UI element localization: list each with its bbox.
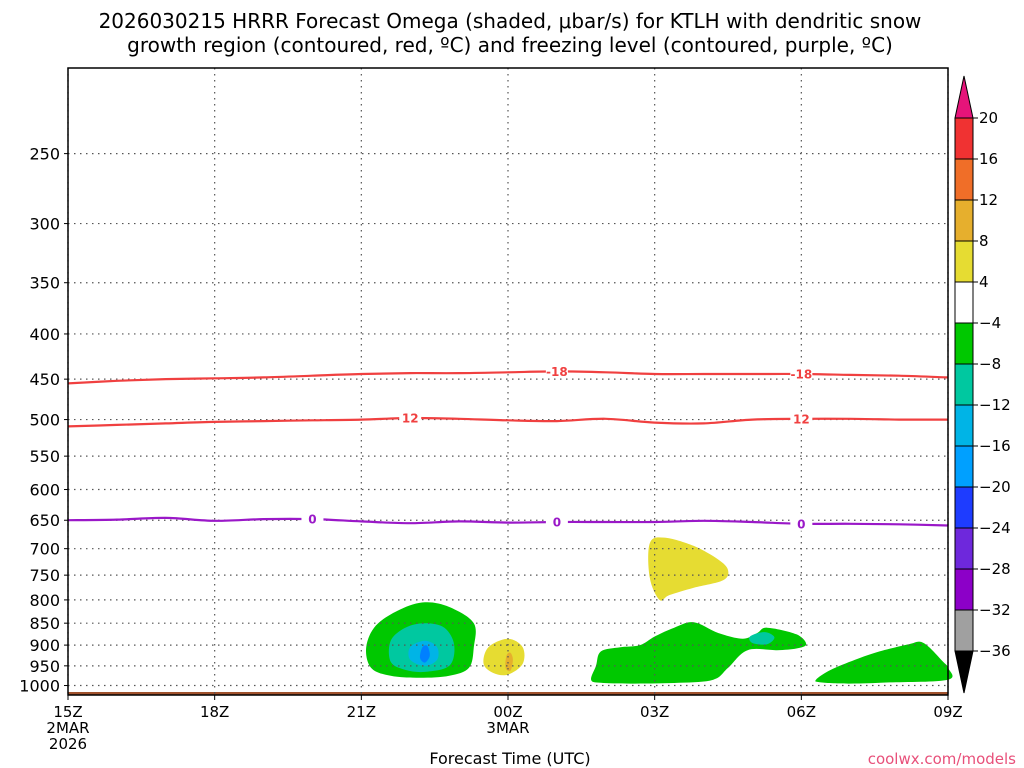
colorbar-tick-label: −8 [979,355,1001,373]
y-tick-label: 650 [29,511,60,530]
contour-label-bg [301,512,324,527]
contour-label-bg [399,411,422,426]
y-tick-label: 850 [29,614,60,633]
colorbar-swatch [954,609,974,652]
x-tick-label: 21Z [347,703,376,721]
colorbar-tick-label: 20 [979,109,998,127]
colorbar-tick-label: −20 [979,478,1011,496]
colorbar-tick-label: 16 [979,150,998,168]
plot-area: -18 -18 12 12 0 0 0 [67,67,953,696]
colorbar-swatch [954,199,974,242]
x-tick-label: 09Z [933,703,962,721]
x-axis-label: Forecast Time (UTC) [429,749,590,768]
x-tick-label: 18Z [200,703,229,721]
colorbar-tick-label: 4 [979,273,989,291]
colorbar-top-arrow [954,75,974,119]
shaded-ascent-band-06Z-09Z [815,641,953,684]
contour-label: 12 [793,412,810,426]
y-tick-label: 700 [29,540,60,559]
colorbar-swatch [954,404,974,447]
colorbar-swatch [954,363,974,406]
x-tick-date: 3MAR [486,719,529,737]
contour--18C-isotherm: -18 -18 [67,364,949,385]
colorbar-tick-label: −32 [979,601,1011,619]
y-tick-label: 350 [29,274,60,293]
y-tick-label: 250 [29,145,60,164]
contour-label: 0 [797,517,805,531]
y-tick-label: 400 [29,325,60,344]
colorbar-swatch [954,158,974,201]
x-tick-date: 2MAR [46,719,89,737]
contour-freezing-level-0C: 0 0 0 [67,512,949,531]
x-tick-year: 2026 [49,735,87,753]
y-tick-label: 800 [29,591,60,610]
y-tick-label: 550 [29,447,60,466]
x-tick-label: 06Z [787,703,816,721]
shaded-descent-cell-00Z-core [505,652,513,672]
colorbar-swatch [954,527,974,570]
colorbar-swatch [954,117,974,160]
contour-label: -18 [546,365,568,379]
x-tick-label: 03Z [640,703,669,721]
colorbar-tick-label: −28 [979,560,1011,578]
colorbar-legend: 20 16 12 8 4 −4 −8 −12 −16 −20 −24 −28 −32 −36 [954,75,1011,694]
y-tick-label: 900 [29,636,60,655]
contour--12C-isotherm: 12 12 [67,411,949,428]
y-tick-label: 600 [29,481,60,500]
colorbar-tick-label: 12 [979,191,998,209]
contour-label: -18 [790,367,812,381]
y-tick-label: 450 [29,370,60,389]
colorbar-swatch [954,568,974,611]
y-tick-label: 1000 [19,677,60,696]
colorbar-tick-label: −36 [979,642,1011,660]
source-credit[interactable]: coolwx.com/models [868,750,1016,768]
colorbar-tick-label: −16 [979,437,1011,455]
colorbar-tick-label: −24 [979,519,1011,537]
colorbar-swatch [954,322,974,365]
colorbar-swatch [954,486,974,529]
y-tick-label: 950 [29,657,60,676]
shaded-descent-cell-03Z-04Z [648,537,729,601]
y-tick-label: 500 [29,411,60,430]
contour-label-bg [790,411,813,426]
colorbar-swatch [954,240,974,283]
y-axis: 250 300 350 400 450 500 550 600 650 700 750 800 850 9… [19,145,68,696]
colorbar-tick-label: −12 [979,396,1011,414]
contour-label-bg [790,516,813,531]
contour-label: 0 [553,516,561,530]
chart-title-line2: growth region (contoured, red, ºC) and f… [127,33,893,57]
shaded-ascent-band-04Z-core [749,632,775,645]
colorbar-bottom-arrow [954,650,974,694]
y-tick-label: 750 [29,566,60,585]
chart-title-line1: 2026030215 HRRR Forecast Omega (shaded, … [99,9,922,33]
contour-label-bg [790,366,813,381]
contour-label: 0 [308,513,316,527]
y-tick-label: 300 [29,215,60,234]
colorbar-tick-label: 8 [979,232,989,250]
shaded-ascent-cell-21Z-peak [419,645,430,663]
colorbar-swatch [954,445,974,488]
contour-label: 12 [402,412,419,426]
x-tick-label: 00Z [493,703,522,721]
colorbar-swatch [954,281,974,324]
x-tick-label: 15Z [53,703,82,721]
colorbar-tick-label: −4 [979,314,1001,332]
contour-label-bg [545,364,568,379]
shaded-descent-cell-00Z [483,638,525,676]
contour-label-bg [545,515,568,530]
